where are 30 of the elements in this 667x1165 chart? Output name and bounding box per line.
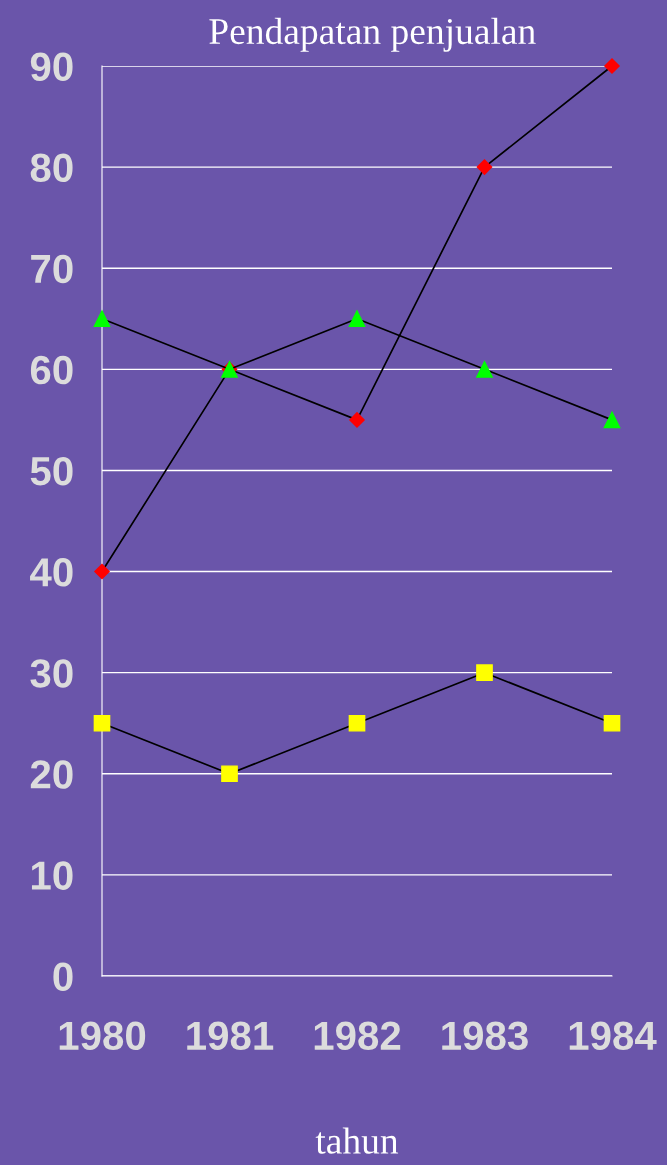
y-tick-label: 90 bbox=[30, 52, 73, 81]
point bbox=[603, 714, 621, 732]
point bbox=[221, 765, 238, 783]
x-tick-label: 1980 bbox=[59, 1021, 146, 1051]
y-tick-label: 70 bbox=[31, 254, 73, 284]
x-tick-label: 1981 bbox=[187, 1021, 274, 1051]
point bbox=[93, 714, 111, 732]
x-tick-label: 1983 bbox=[442, 1021, 528, 1051]
y-tick-label: 80 bbox=[30, 153, 73, 183]
point bbox=[93, 310, 111, 328]
point bbox=[348, 310, 366, 328]
y-tick-label: 50 bbox=[30, 456, 73, 486]
y-tick-label: 20 bbox=[30, 760, 73, 789]
point bbox=[349, 412, 365, 428]
point bbox=[94, 563, 110, 580]
x-axis-title: tahun bbox=[315, 1127, 399, 1154]
y-tick-label: 40 bbox=[30, 558, 73, 587]
x-tick-label: 1982 bbox=[314, 1021, 401, 1051]
point bbox=[476, 360, 493, 378]
point bbox=[604, 58, 620, 74]
y-tick-label: 10 bbox=[31, 861, 73, 890]
point bbox=[348, 714, 366, 732]
point bbox=[603, 411, 621, 429]
point bbox=[476, 159, 493, 175]
point bbox=[476, 664, 493, 682]
x-tick-label: 1984 bbox=[569, 1021, 657, 1051]
y-tick-label: 60 bbox=[30, 355, 73, 385]
chart-title: Pendapatan penjualan bbox=[209, 17, 536, 52]
y-tick-label: 30 bbox=[30, 659, 73, 688]
y-tick-label: 0 bbox=[53, 962, 73, 991]
